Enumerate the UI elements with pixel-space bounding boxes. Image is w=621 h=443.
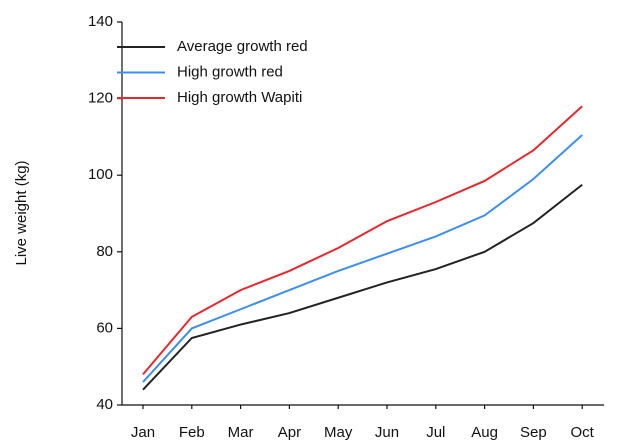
legend-label: High growth Wapiti [177, 89, 302, 106]
x-tick-label: Apr [278, 424, 301, 441]
x-tick-label: Jan [131, 424, 155, 441]
series-line [142, 134, 583, 383]
y-axis-label: Live weight (kg) [13, 160, 30, 265]
legend-label: Average growth red [177, 38, 308, 55]
x-tick-label: Sep [520, 424, 547, 441]
series-line [142, 105, 583, 376]
x-tick-label: Oct [571, 424, 595, 441]
y-tick-label: 60 [96, 319, 113, 336]
y-tick-label: 100 [88, 166, 113, 183]
x-tick-label: Mar [228, 424, 254, 441]
x-tick-label: Jun [375, 424, 399, 441]
y-tick-label: 80 [96, 243, 113, 260]
x-tick-label: Feb [179, 424, 205, 441]
y-tick-label: 40 [96, 396, 113, 413]
x-tick-label: Jul [426, 424, 445, 441]
x-tick-label: Aug [471, 424, 498, 441]
x-tick-label: May [324, 424, 353, 441]
series-line [142, 183, 583, 391]
y-tick-label: 140 [88, 13, 113, 30]
y-tick-label: 120 [88, 90, 113, 107]
legend-label: High growth red [177, 63, 283, 80]
